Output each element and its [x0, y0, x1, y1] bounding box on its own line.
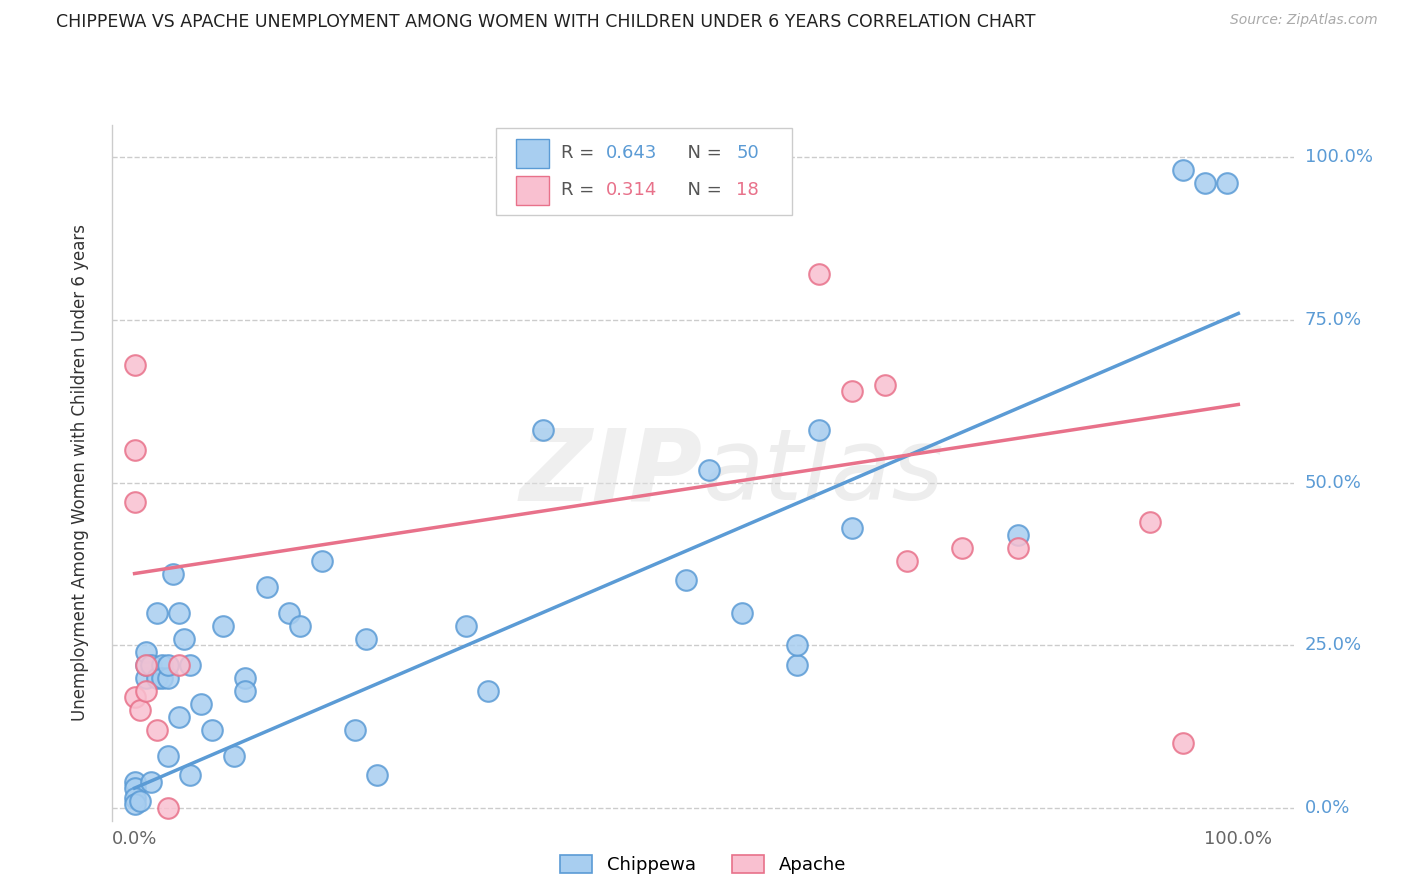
Point	[124, 690, 146, 704]
Text: 25.0%: 25.0%	[1305, 636, 1362, 654]
Text: 50: 50	[737, 145, 759, 162]
Text: 50.0%: 50.0%	[1305, 474, 1361, 491]
Point	[139, 657, 162, 672]
Point	[162, 566, 184, 581]
Point	[124, 495, 146, 509]
FancyBboxPatch shape	[496, 128, 792, 215]
Point	[156, 657, 179, 672]
Point	[233, 671, 256, 685]
Text: 0.643: 0.643	[606, 145, 658, 162]
Point	[786, 638, 808, 652]
Point	[1194, 177, 1216, 191]
Point	[1171, 163, 1194, 178]
Y-axis label: Unemployment Among Women with Children Under 6 years: Unemployment Among Women with Children U…	[70, 224, 89, 722]
Point	[167, 709, 190, 723]
Point	[875, 378, 897, 392]
Text: 75.0%: 75.0%	[1305, 311, 1362, 329]
Text: N =: N =	[676, 181, 727, 199]
Point	[697, 462, 720, 476]
Text: atlas: atlas	[703, 425, 945, 521]
Point	[233, 683, 256, 698]
Point	[150, 657, 173, 672]
Point	[156, 800, 179, 814]
Text: R =: R =	[561, 145, 600, 162]
Point	[124, 781, 146, 796]
Point	[212, 618, 235, 632]
Point	[124, 790, 146, 805]
Text: CHIPPEWA VS APACHE UNEMPLOYMENT AMONG WOMEN WITH CHILDREN UNDER 6 YEARS CORRELAT: CHIPPEWA VS APACHE UNEMPLOYMENT AMONG WO…	[56, 13, 1036, 31]
Point	[135, 657, 157, 672]
Point	[344, 723, 367, 737]
Point	[124, 442, 146, 457]
Point	[145, 606, 167, 620]
Point	[1139, 515, 1161, 529]
Point	[135, 671, 157, 685]
FancyBboxPatch shape	[516, 176, 550, 205]
Point	[278, 606, 301, 620]
Point	[841, 521, 863, 535]
Text: 0.0%: 0.0%	[1305, 798, 1350, 817]
Point	[896, 553, 918, 567]
FancyBboxPatch shape	[516, 139, 550, 168]
Point	[167, 606, 190, 620]
Point	[124, 797, 146, 812]
Point	[124, 774, 146, 789]
Point	[356, 632, 378, 646]
Text: 0.314: 0.314	[606, 181, 658, 199]
Point	[167, 657, 190, 672]
Point	[129, 794, 152, 808]
Point	[156, 748, 179, 763]
Point	[156, 671, 179, 685]
Point	[531, 424, 554, 438]
Point	[135, 644, 157, 658]
Point	[145, 671, 167, 685]
Point	[179, 657, 201, 672]
Text: R =: R =	[561, 181, 600, 199]
Point	[173, 632, 195, 646]
Point	[1007, 527, 1029, 541]
Text: 18: 18	[737, 181, 759, 199]
Text: 100.0%: 100.0%	[1305, 148, 1372, 167]
Text: Source: ZipAtlas.com: Source: ZipAtlas.com	[1230, 13, 1378, 28]
Point	[190, 697, 212, 711]
Point	[950, 541, 973, 555]
Point	[139, 774, 162, 789]
Point	[311, 553, 333, 567]
Point	[129, 703, 152, 717]
Point	[675, 573, 697, 587]
Point	[807, 268, 830, 282]
Point	[366, 768, 388, 782]
Text: ZIP: ZIP	[520, 425, 703, 521]
Point	[730, 606, 752, 620]
Text: N =: N =	[676, 145, 727, 162]
Point	[477, 683, 499, 698]
Point	[150, 671, 173, 685]
Point	[807, 424, 830, 438]
Point	[1216, 177, 1239, 191]
Point	[256, 580, 278, 594]
Point	[288, 618, 311, 632]
Point	[201, 723, 224, 737]
Point	[179, 768, 201, 782]
Point	[222, 748, 245, 763]
Point	[135, 683, 157, 698]
Point	[135, 657, 157, 672]
Point	[786, 657, 808, 672]
Point	[841, 384, 863, 399]
Point	[1171, 736, 1194, 750]
Point	[145, 723, 167, 737]
Point	[124, 359, 146, 373]
Point	[454, 618, 477, 632]
Point	[1007, 541, 1029, 555]
Legend: Chippewa, Apache: Chippewa, Apache	[553, 847, 853, 881]
